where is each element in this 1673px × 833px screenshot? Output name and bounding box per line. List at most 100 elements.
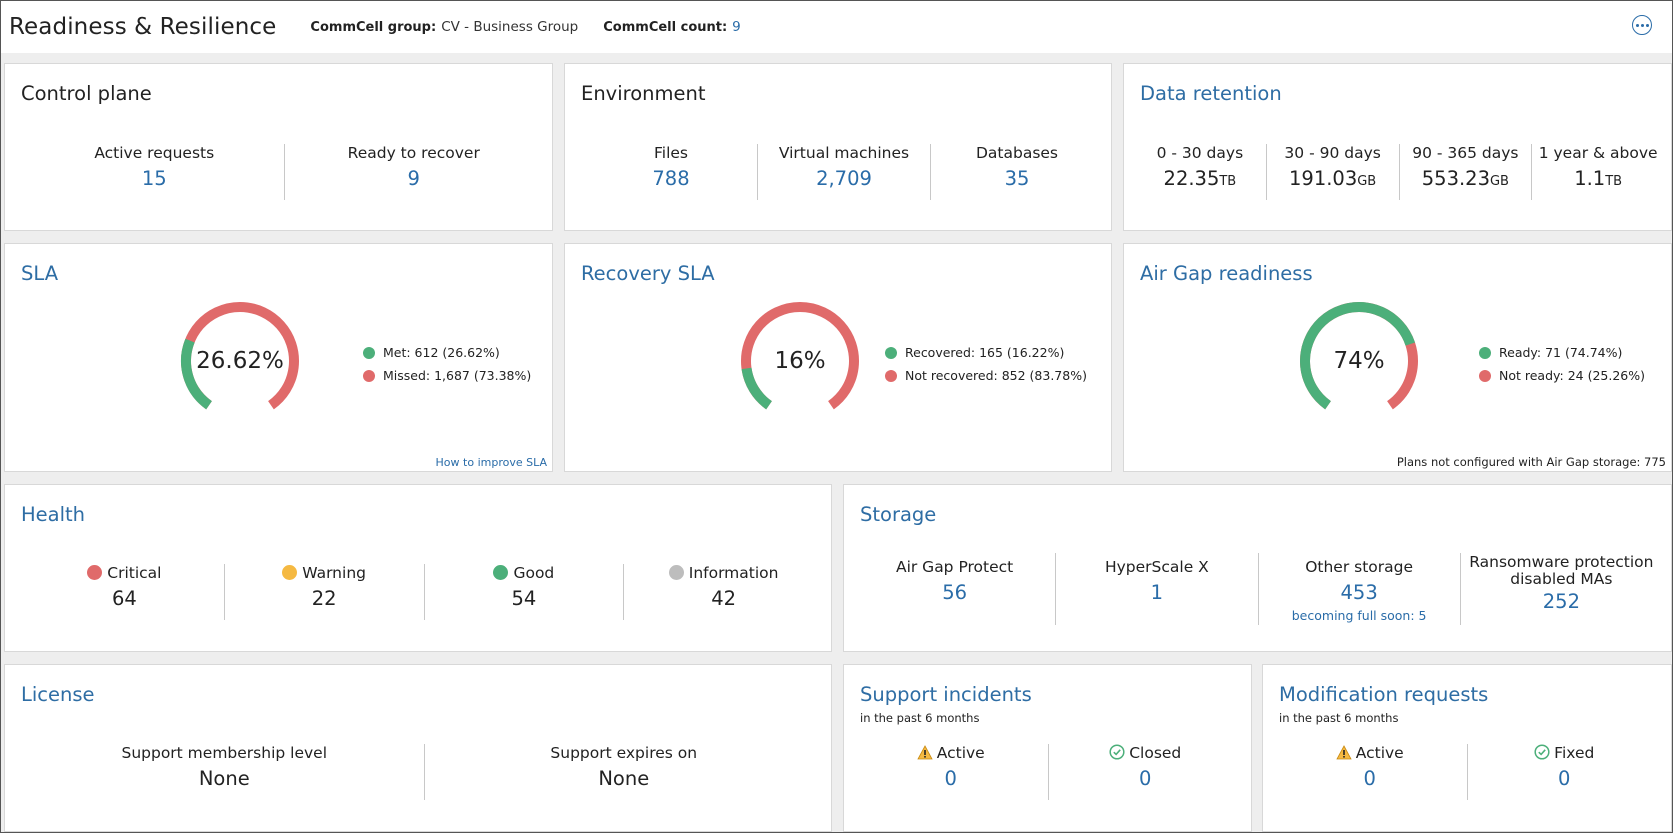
requests-active-value[interactable]: 0 <box>1363 767 1376 790</box>
sla-legend-met: Met: 612 (26.62%) <box>363 341 531 364</box>
metric-value: 191.03GB <box>1289 167 1377 190</box>
license-title-link[interactable]: License <box>21 683 95 706</box>
good-value[interactable]: 54 <box>511 587 537 610</box>
sla-title-link[interactable]: SLA <box>21 262 59 285</box>
incidents-closed-value[interactable]: 0 <box>1139 767 1152 790</box>
modification-requests-title-link[interactable]: Modification requests <box>1279 683 1489 706</box>
active-requests-value[interactable]: 15 <box>141 167 167 190</box>
files-value[interactable]: 788 <box>652 167 690 190</box>
green-dot-icon <box>1479 346 1491 359</box>
metric-label: Files <box>653 144 688 162</box>
recovery-sla-title-link[interactable]: Recovery SLA <box>581 262 715 285</box>
commcell-count-link[interactable]: 9 <box>732 19 741 35</box>
sla-gauge[interactable]: 26.62% <box>178 299 302 423</box>
header-bar: Readiness & Resilience CommCell group: C… <box>1 1 1672 53</box>
air-gap-note: Plans not configured with Air Gap storag… <box>1396 455 1666 469</box>
sla-legend-missed: Missed: 1,687 (73.38%) <box>363 364 531 387</box>
support-incidents-card: Support incidents in the past 6 months A… <box>843 664 1252 832</box>
more-options-icon[interactable] <box>1632 15 1652 35</box>
commcell-group-value: CV - Business Group <box>441 19 579 35</box>
sla-card: SLA 26.62% Met: 612 (26.62%) Missed: 1,6… <box>4 243 553 472</box>
metric-label: Active requests <box>94 144 215 162</box>
incidents-active-metric: Active 0 <box>854 744 1048 800</box>
modification-requests-subtitle: in the past 6 months <box>1279 711 1399 725</box>
metric-label: 90 - 365 days <box>1412 144 1519 162</box>
support-incidents-title-link[interactable]: Support incidents <box>860 683 1032 706</box>
warning-triangle-icon <box>917 745 933 760</box>
recovery-legend-not-recovered: Not recovered: 852 (83.78%) <box>885 364 1087 387</box>
warning-status-icon <box>282 565 298 580</box>
data-retention-title-link[interactable]: Data retention <box>1140 82 1282 105</box>
other-storage-value[interactable]: 453 <box>1340 581 1378 604</box>
health-title-link[interactable]: Health <box>21 503 86 526</box>
active-requests-metric: Active requests 15 <box>25 144 284 200</box>
metric-label: disabled MAs <box>1510 570 1613 588</box>
virtual-machines-metric: Virtual machines 2,709 <box>757 144 930 200</box>
incidents-active-value[interactable]: 0 <box>944 767 957 790</box>
metric-label: Active <box>1355 744 1404 762</box>
metric-label: HyperScale X <box>1104 558 1209 576</box>
control-plane-card: Control plane Active requests 15 Ready t… <box>4 63 553 231</box>
metric-label: Support membership level <box>121 744 327 762</box>
green-dot-icon <box>885 346 897 359</box>
metric-label: 0 - 30 days <box>1156 144 1244 162</box>
license-card: License Support membership level None Su… <box>4 664 832 832</box>
air-gap-gauge[interactable]: 74% <box>1297 299 1421 423</box>
data-retention-card: Data retention 0 - 30 days 22.35TB 30 - … <box>1123 63 1672 231</box>
how-to-improve-sla-link[interactable]: How to improve SLA <box>435 456 547 469</box>
air-gap-protect-metric: Air Gap Protect 56 <box>854 553 1055 625</box>
air-gap-percentage: 74% <box>1333 348 1385 374</box>
metric-label: Good <box>513 564 555 582</box>
air-gap-legend-not-ready: Not ready: 24 (25.26%) <box>1479 364 1645 387</box>
air-gap-card: Air Gap readiness 74% Ready: 71 (74.74%)… <box>1123 243 1672 472</box>
requests-fixed-value[interactable]: 0 <box>1558 767 1571 790</box>
metric-label: Other storage <box>1305 558 1414 576</box>
red-dot-icon <box>1479 369 1491 382</box>
recovery-sla-gauge[interactable]: 16% <box>738 299 862 423</box>
recovery-legend-recovered: Recovered: 165 (16.22%) <box>885 341 1087 364</box>
warning-value[interactable]: 22 <box>311 587 337 610</box>
recovery-sla-percentage: 16% <box>774 348 826 374</box>
metric-label: Critical <box>107 564 162 582</box>
information-value[interactable]: 42 <box>711 587 737 610</box>
recovery-sla-card: Recovery SLA 16% Recovered: 165 (16.22%)… <box>564 243 1112 472</box>
support-membership-metric: Support membership level None <box>25 744 424 800</box>
ready-to-recover-value[interactable]: 9 <box>407 167 420 190</box>
critical-status-icon <box>87 565 103 580</box>
critical-value[interactable]: 64 <box>111 587 137 610</box>
metric-label: Fixed <box>1554 744 1595 762</box>
incidents-closed-metric: Closed 0 <box>1047 744 1243 800</box>
air-gap-title-link[interactable]: Air Gap readiness <box>1140 262 1313 285</box>
retention-90-365-metric: 90 - 365 days 553.23GB <box>1398 144 1532 200</box>
ransomware-protection-value[interactable]: 252 <box>1542 590 1580 613</box>
health-information-metric: Information 42 <box>623 564 823 620</box>
air-gap-protect-value[interactable]: 56 <box>942 581 968 604</box>
metric-value: 22.35TB <box>1163 167 1237 190</box>
support-expires-value: None <box>598 767 650 790</box>
databases-value[interactable]: 35 <box>1004 167 1030 190</box>
storage-title-link[interactable]: Storage <box>860 503 937 526</box>
environment-title: Environment <box>581 82 706 105</box>
metric-value: 553.23GB <box>1421 167 1509 190</box>
page-title: Readiness & Resilience <box>9 14 277 40</box>
modification-requests-card: Modification requests in the past 6 mont… <box>1262 664 1672 832</box>
metric-label: Ransomware protection <box>1469 553 1654 571</box>
metric-label: Ready to recover <box>347 144 480 162</box>
metric-label: Information <box>688 564 779 582</box>
hyperscale-x-value[interactable]: 1 <box>1150 581 1164 604</box>
retention-1-year-metric: 1 year & above 1.1TB <box>1531 144 1664 200</box>
metric-label: 30 - 90 days <box>1284 144 1381 162</box>
metric-label: 1 year & above <box>1538 144 1658 162</box>
health-warning-metric: Warning 22 <box>223 564 424 620</box>
virtual-machines-value[interactable]: 2,709 <box>816 167 872 190</box>
ransomware-protection-metric: Ransomware protection disabled MAs 252 <box>1459 553 1662 625</box>
green-dot-icon <box>363 346 375 359</box>
red-dot-icon <box>363 369 375 382</box>
becoming-full-soon-link[interactable]: becoming full soon: 5 <box>1291 608 1427 623</box>
good-status-icon <box>493 565 509 580</box>
retention-30-90-metric: 30 - 90 days 191.03GB <box>1265 144 1399 200</box>
sla-percentage: 26.62% <box>196 348 284 374</box>
support-expires-metric: Support expires on None <box>423 744 824 800</box>
other-storage-metric: Other storage 453 becoming full soon: 5 <box>1257 553 1460 625</box>
metric-label: Virtual machines <box>778 144 910 162</box>
